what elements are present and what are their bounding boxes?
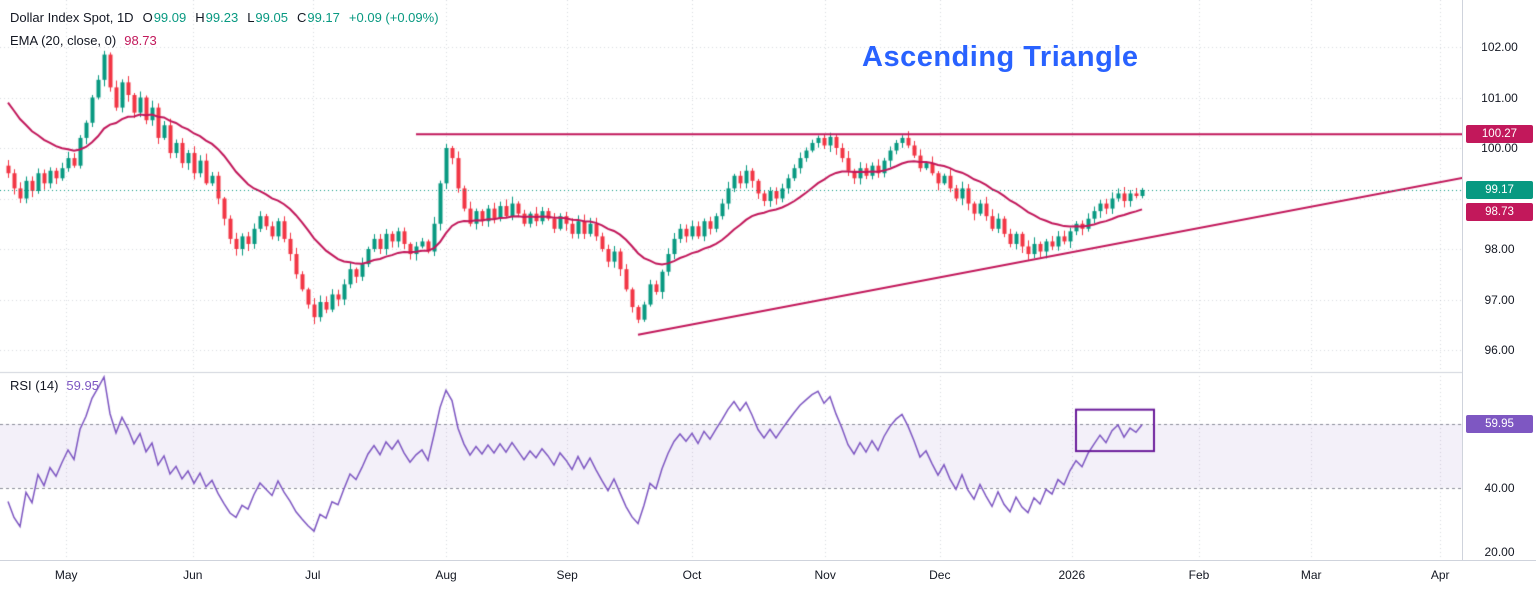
time-axis-label: Jul <box>305 568 321 582</box>
time-axis-label: Nov <box>814 568 836 582</box>
time-axis-label: Jun <box>183 568 203 582</box>
ema-legend-value: 98.73 <box>124 33 157 48</box>
time-axis-label: 2026 <box>1058 568 1086 582</box>
price-axis-label: 101.00 <box>1481 90 1518 105</box>
ascending-triangle-annotation[interactable]: Ascending Triangle <box>862 41 1139 73</box>
price-axis-label: 102.00 <box>1481 40 1518 54</box>
time-axis-label: Aug <box>435 568 457 582</box>
ohlc-high: H 99.23 <box>195 10 239 25</box>
ohlc-close: C 99.17 <box>296 10 340 25</box>
time-axis-label: Dec <box>929 568 951 582</box>
symbol-title[interactable]: Dollar Index Spot, 1D <box>10 10 134 25</box>
time-axis[interactable]: May Jun Jul Aug Sep Oct Nov Dec 2026 Feb Mar Apr <box>0 560 1536 591</box>
price-change: +0.09 (+0.09%) <box>348 10 439 25</box>
time-axis-label: Feb <box>1188 568 1210 582</box>
rsi-value-badge: 59.95 <box>1466 415 1533 434</box>
time-axis-label: Mar <box>1300 568 1322 582</box>
rsi-legend: RSI (14) 59.95 <box>10 378 99 393</box>
price-value-badge: 99.17 <box>1466 180 1533 199</box>
price-axis[interactable]: 102.00 101.00 100.00 98.00 97.00 96.00 40.00 20… <box>1462 0 1536 591</box>
price-legend: Dollar Index Spot, 1D O 99.09 H 99.23 L 99.… <box>10 6 439 52</box>
price-axis-label: 98.00 <box>1484 242 1515 256</box>
rsi-axis-label: 40.00 <box>1484 480 1515 495</box>
ohlc-open: O 99.09 <box>142 10 187 25</box>
time-axis-label: Sep <box>556 568 578 582</box>
ohlc-low: L 99.05 <box>247 10 288 25</box>
time-axis-label: Apr <box>1430 568 1450 582</box>
price-value-badge: 98.73 <box>1466 203 1533 222</box>
rsi-legend-value: 59.95 <box>66 378 99 393</box>
price-axis-label: 97.00 <box>1484 292 1515 307</box>
time-axis-label: Oct <box>682 568 702 582</box>
price-axis-label: 100.00 <box>1481 141 1518 155</box>
price-value-badge: 100.27 <box>1466 125 1533 144</box>
rsi-axis-label: 20.00 <box>1484 544 1515 559</box>
rsi-legend-label[interactable]: RSI (14) <box>10 378 59 393</box>
ema-legend-label[interactable]: EMA (20, close, 0) <box>10 33 117 48</box>
price-axis-label: 96.00 <box>1484 343 1515 357</box>
time-axis-label: May <box>54 568 78 582</box>
